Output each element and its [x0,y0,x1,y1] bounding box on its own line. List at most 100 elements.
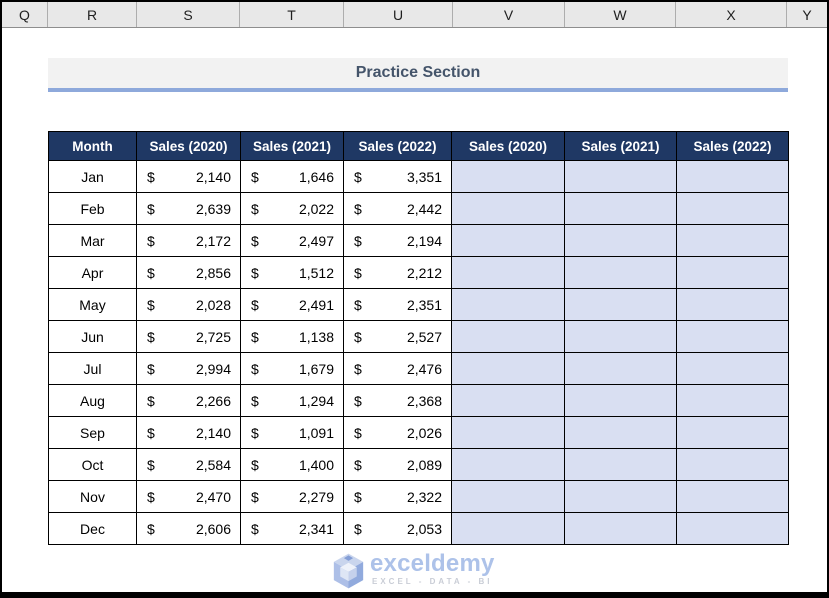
month-cell-dec[interactable]: Dec [48,512,137,545]
month-cell-oct[interactable]: Oct [48,448,137,481]
table-header-sales-2020-blank[interactable]: Sales (2020) [451,131,565,161]
empty-practice-cell-sep-2[interactable] [676,416,789,449]
empty-practice-cell-aug-2[interactable] [676,384,789,417]
sales-cell-mar-0[interactable]: $2,172 [136,224,241,257]
sales-cell-nov-0[interactable]: $2,470 [136,480,241,513]
table-header-sales-2022-blank[interactable]: Sales (2022) [676,131,789,161]
sales-cell-may-0[interactable]: $2,028 [136,288,241,321]
sales-cell-aug-0[interactable]: $2,266 [136,384,241,417]
sales-cell-aug-2[interactable]: $2,368 [343,384,452,417]
empty-practice-cell-nov-2[interactable] [676,480,789,513]
column-header-U[interactable]: U [344,2,453,27]
empty-practice-cell-dec-2[interactable] [676,512,789,545]
empty-practice-cell-jan-1[interactable] [564,160,677,193]
column-header-V[interactable]: V [453,2,565,27]
column-header-R[interactable]: R [48,2,137,27]
sales-cell-nov-2[interactable]: $2,322 [343,480,452,513]
sales-cell-oct-0[interactable]: $2,584 [136,448,241,481]
column-header-Y[interactable]: Y [802,6,812,23]
table-header-month[interactable]: Month [48,131,137,161]
sales-cell-oct-2[interactable]: $2,089 [343,448,452,481]
sales-cell-feb-0[interactable]: $2,639 [136,192,241,225]
sales-cell-jun-2[interactable]: $2,527 [343,320,452,353]
sales-cell-may-2[interactable]: $2,351 [343,288,452,321]
month-cell-aug[interactable]: Aug [48,384,137,417]
sales-cell-dec-0[interactable]: $2,606 [136,512,241,545]
empty-practice-cell-may-2[interactable] [676,288,789,321]
month-cell-sep[interactable]: Sep [48,416,137,449]
empty-practice-cell-aug-1[interactable] [564,384,677,417]
month-cell-nov[interactable]: Nov [48,480,137,513]
sales-cell-jul-2[interactable]: $2,476 [343,352,452,385]
sales-cell-apr-2[interactable]: $2,212 [343,256,452,289]
month-cell-feb[interactable]: Feb [48,192,137,225]
empty-practice-cell-jul-2[interactable] [676,352,789,385]
table-header-sales-2020[interactable]: Sales (2020) [136,131,241,161]
sales-cell-feb-1[interactable]: $2,022 [240,192,344,225]
empty-practice-cell-jul-1[interactable] [564,352,677,385]
empty-practice-cell-jun-1[interactable] [564,320,677,353]
column-header-Q[interactable]: Q [2,2,48,27]
sales-cell-jun-1[interactable]: $1,138 [240,320,344,353]
sales-cell-dec-2[interactable]: $2,053 [343,512,452,545]
empty-practice-cell-apr-1[interactable] [564,256,677,289]
sales-cell-apr-1[interactable]: $1,512 [240,256,344,289]
sales-cell-oct-1[interactable]: $1,400 [240,448,344,481]
empty-practice-cell-oct-0[interactable] [451,448,565,481]
sales-cell-jan-2[interactable]: $3,351 [343,160,452,193]
sales-cell-may-1[interactable]: $2,491 [240,288,344,321]
column-header-T[interactable]: T [240,2,344,27]
sales-cell-jan-1[interactable]: $1,646 [240,160,344,193]
empty-practice-cell-nov-0[interactable] [451,480,565,513]
sales-cell-mar-2[interactable]: $2,194 [343,224,452,257]
sales-cell-jan-0[interactable]: $2,140 [136,160,241,193]
empty-practice-cell-jul-0[interactable] [451,352,565,385]
column-header-X[interactable]: X [676,2,787,27]
empty-practice-cell-jan-2[interactable] [676,160,789,193]
column-header-W[interactable]: W [565,2,676,27]
sales-cell-sep-2[interactable]: $2,026 [343,416,452,449]
empty-practice-cell-may-1[interactable] [564,288,677,321]
empty-practice-cell-mar-2[interactable] [676,224,789,257]
empty-practice-cell-jan-0[interactable] [451,160,565,193]
empty-practice-cell-may-0[interactable] [451,288,565,321]
table-header-sales-2021[interactable]: Sales (2021) [240,131,344,161]
empty-practice-cell-mar-0[interactable] [451,224,565,257]
column-header-S[interactable]: S [137,2,240,27]
empty-practice-cell-sep-0[interactable] [451,416,565,449]
month-cell-mar[interactable]: Mar [48,224,137,257]
sales-cell-aug-1[interactable]: $1,294 [240,384,344,417]
empty-practice-cell-apr-2[interactable] [676,256,789,289]
empty-practice-cell-nov-1[interactable] [564,480,677,513]
table-header-sales-2022[interactable]: Sales (2022) [343,131,452,161]
month-cell-apr[interactable]: Apr [48,256,137,289]
empty-practice-cell-feb-2[interactable] [676,192,789,225]
empty-practice-cell-oct-2[interactable] [676,448,789,481]
sales-cell-mar-1[interactable]: $2,497 [240,224,344,257]
empty-practice-cell-aug-0[interactable] [451,384,565,417]
empty-practice-cell-dec-0[interactable] [451,512,565,545]
practice-section-title[interactable]: Practice Section [48,58,788,92]
sales-cell-jul-0[interactable]: $2,994 [136,352,241,385]
empty-practice-cell-apr-0[interactable] [451,256,565,289]
empty-practice-cell-feb-0[interactable] [451,192,565,225]
empty-practice-cell-oct-1[interactable] [564,448,677,481]
empty-practice-cell-jun-2[interactable] [676,320,789,353]
empty-practice-cell-feb-1[interactable] [564,192,677,225]
month-cell-jul[interactable]: Jul [48,352,137,385]
sales-cell-jul-1[interactable]: $1,679 [240,352,344,385]
empty-practice-cell-sep-1[interactable] [564,416,677,449]
empty-practice-cell-mar-1[interactable] [564,224,677,257]
sales-cell-sep-0[interactable]: $2,140 [136,416,241,449]
sales-cell-nov-1[interactable]: $2,279 [240,480,344,513]
sales-cell-sep-1[interactable]: $1,091 [240,416,344,449]
sales-cell-jun-0[interactable]: $2,725 [136,320,241,353]
month-cell-jan[interactable]: Jan [48,160,137,193]
sales-cell-dec-1[interactable]: $2,341 [240,512,344,545]
table-header-sales-2021-blank[interactable]: Sales (2021) [564,131,677,161]
sales-cell-apr-0[interactable]: $2,856 [136,256,241,289]
sales-cell-feb-2[interactable]: $2,442 [343,192,452,225]
empty-practice-cell-dec-1[interactable] [564,512,677,545]
empty-practice-cell-jun-0[interactable] [451,320,565,353]
month-cell-may[interactable]: May [48,288,137,321]
